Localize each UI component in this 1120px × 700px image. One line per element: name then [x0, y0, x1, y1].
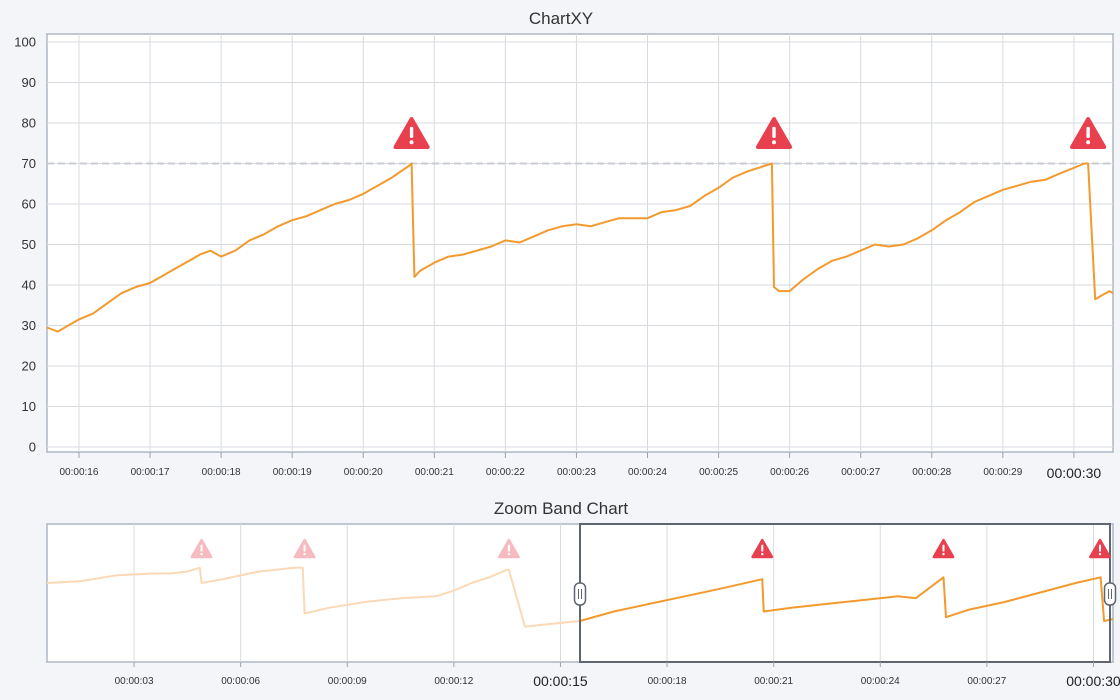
alert-icon	[393, 117, 430, 149]
alert-icon	[190, 538, 213, 559]
x-tick-label: 00:00:17	[131, 467, 170, 478]
x-tick-label: 00:00:03	[115, 676, 154, 687]
y-tick-label: 20	[22, 359, 36, 374]
x-tick-label: 00:00:06	[221, 676, 260, 687]
x-tick-label: 00:00:26	[770, 467, 809, 478]
x-tick-label: 00:00:24	[628, 467, 667, 478]
zoom-band-title: Zoom Band Chart	[494, 499, 628, 518]
zoom-band-chart[interactable]: 00:00:03 00:00:06 00:00:09 00:00:12 00:00:15…	[46, 523, 1120, 689]
y-tick-label: 60	[22, 197, 36, 212]
x-tick-label: 00:00:18	[202, 467, 241, 478]
zoom-band-series-outside	[46, 566, 581, 628]
alert-icon	[755, 117, 793, 149]
y-tick-label: 10	[22, 399, 36, 414]
x-tick-label: 00:00:21	[754, 676, 793, 687]
zoom-band-x-grid	[133, 524, 1094, 662]
x-tick-label: 00:00:12	[434, 676, 473, 687]
x-tick-label: 00:00:18	[648, 676, 687, 687]
x-tick-label: 00:00:29	[983, 467, 1022, 478]
x-tick-label: 00:00:20	[344, 467, 383, 478]
y-tick-label: 50	[22, 237, 36, 252]
x-tick-label: 00:00:09	[328, 676, 367, 687]
y-tick-label: 90	[22, 75, 36, 90]
x-tick-label: 00:00:19	[273, 467, 312, 478]
x-tick-label: 00:00:22	[486, 467, 525, 478]
zoom-handle[interactable]	[573, 582, 587, 606]
zoom-band-series-selected	[579, 576, 1114, 622]
x-tick-label: 00:00:21	[415, 467, 454, 478]
y-tick-label: 0	[29, 440, 36, 455]
y-tick-label: 100	[14, 35, 36, 50]
series-line	[46, 162, 1114, 333]
y-tick-label: 40	[22, 278, 36, 293]
alert-icon	[497, 538, 520, 559]
alert-icon	[932, 538, 955, 559]
zoom-band-x-axis: 00:00:03 00:00:06 00:00:09 00:00:12 00:00:15…	[115, 662, 1120, 689]
zoom-handles[interactable]	[573, 582, 1117, 606]
x-tick-label: 00:00:27	[967, 676, 1006, 687]
x-tick-label: 00:00:28	[912, 467, 951, 478]
alert-icon	[751, 538, 774, 559]
main-y-grid	[47, 41, 1113, 448]
x-tick-label: 00:00:27	[841, 467, 880, 478]
x-tick-label: 00:00:15	[533, 673, 588, 689]
main-x-grid	[78, 34, 1075, 452]
alert-icon	[1070, 117, 1107, 149]
y-tick-label: 70	[22, 156, 36, 171]
main-plot-area[interactable]	[46, 33, 1114, 453]
y-tick-label: 80	[22, 116, 36, 131]
x-tick-label: 00:00:30	[1066, 673, 1120, 689]
main-alerts	[393, 117, 1107, 149]
alert-icon	[293, 538, 316, 559]
x-tick-label: 00:00:30	[1047, 465, 1102, 481]
main-y-axis: 0 10 20 30 40 50 60 70 80 90 100	[14, 35, 36, 455]
zoom-band-alerts	[190, 538, 1111, 559]
zoom-handle[interactable]	[1103, 582, 1117, 606]
main-chart-title: ChartXY	[529, 9, 593, 28]
x-tick-label: 00:00:24	[861, 676, 900, 687]
x-tick-label: 00:00:23	[557, 467, 596, 478]
x-tick-label: 00:00:25	[699, 467, 738, 478]
alert-icon	[1089, 538, 1111, 559]
y-tick-label: 30	[22, 318, 36, 333]
x-tick-label: 00:00:16	[60, 467, 99, 478]
main-x-axis: 00:00:16 00:00:17 00:00:18 00:00:19 00:00:20…	[60, 452, 1102, 481]
